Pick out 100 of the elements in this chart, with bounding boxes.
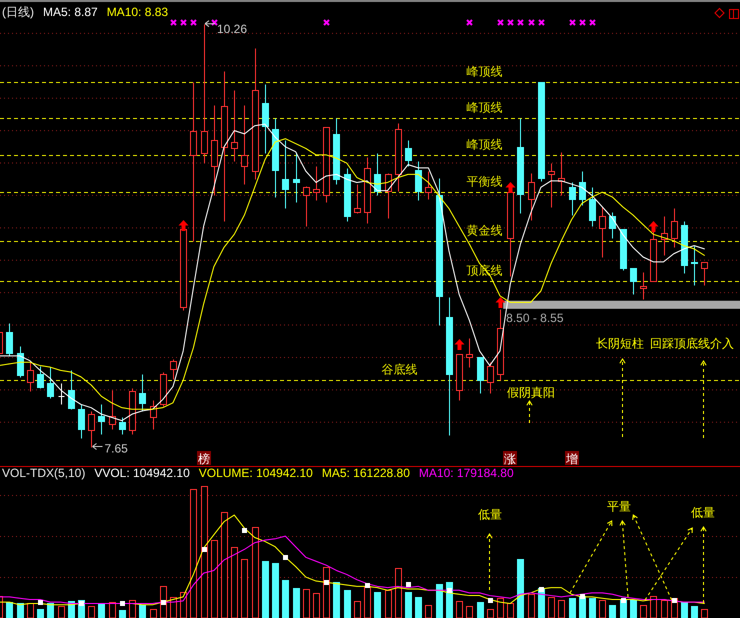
bar	[98, 603, 105, 618]
point	[242, 528, 247, 533]
candlestick	[364, 157, 371, 224]
point	[211, 19, 218, 26]
candlestick	[456, 354, 463, 401]
candlestick	[344, 168, 351, 222]
candlestick	[47, 367, 54, 399]
candlestick	[701, 262, 708, 286]
point	[488, 598, 493, 603]
candlestick	[160, 372, 167, 407]
text: MA5: 161228.80	[322, 466, 410, 480]
point	[454, 339, 464, 350]
candlestick	[681, 221, 688, 274]
point	[648, 221, 658, 232]
candlestick	[661, 216, 668, 256]
candlestick	[190, 82, 197, 242]
candlestick	[620, 229, 627, 271]
point	[507, 19, 514, 26]
bar	[6, 602, 13, 618]
point	[170, 19, 177, 26]
point	[202, 547, 207, 552]
point	[672, 598, 677, 603]
candlestick	[252, 48, 259, 180]
candlestick	[405, 140, 412, 167]
point	[406, 582, 411, 587]
candlestick	[528, 173, 535, 221]
candlestick	[303, 186, 310, 227]
candlestick	[119, 417, 126, 435]
candlestick	[313, 166, 320, 201]
annotation: 回踩顶底线介入	[650, 336, 734, 350]
candlestick	[415, 161, 422, 201]
annotation: 7.65	[104, 442, 128, 456]
candlestick	[293, 152, 300, 203]
bar	[37, 609, 44, 618]
annotation: 长阴短柱	[596, 336, 644, 350]
candlestick	[98, 404, 105, 435]
point	[466, 19, 473, 26]
bar	[272, 563, 279, 618]
bar	[436, 584, 443, 618]
candlestick	[538, 82, 545, 182]
candlestick	[201, 24, 208, 164]
point	[528, 19, 535, 26]
point	[365, 583, 370, 588]
candlestick	[139, 374, 146, 412]
ref-line-label: 峰顶线	[466, 100, 503, 114]
candlestick	[589, 187, 596, 227]
candlestick	[170, 359, 177, 380]
candlestick	[517, 118, 524, 214]
text: MA10: 179184.80	[418, 466, 514, 480]
text: VVOL: 104942.10	[94, 466, 190, 480]
bar	[415, 597, 422, 618]
ref-line-label: 平衡线	[466, 174, 503, 188]
candlestick	[282, 140, 289, 209]
point	[621, 598, 626, 603]
bar	[17, 603, 24, 618]
candlestick	[17, 346, 24, 378]
candlestick	[425, 171, 432, 200]
bar	[589, 598, 596, 618]
candlestick	[354, 184, 361, 214]
point	[79, 601, 84, 606]
candlestick	[609, 212, 616, 239]
bar	[282, 580, 289, 618]
bar	[344, 590, 351, 618]
chart-title: (日线)	[2, 5, 34, 19]
point	[324, 580, 329, 585]
annotation: 平量	[607, 500, 631, 514]
bar	[569, 598, 576, 618]
point	[538, 19, 545, 26]
bar	[119, 610, 126, 618]
bar	[333, 582, 340, 618]
bar	[477, 602, 484, 618]
candlestick	[671, 208, 678, 248]
candlestick	[129, 388, 136, 435]
point	[283, 555, 288, 560]
ref-line-label: 峰顶线	[466, 138, 503, 152]
candlestick	[569, 182, 576, 216]
bar	[517, 559, 524, 618]
candlestick	[88, 411, 95, 448]
point	[579, 19, 586, 26]
point	[517, 19, 524, 26]
candlestick	[272, 118, 279, 198]
bar	[293, 588, 300, 618]
band-label: 8.50 - 8.55	[506, 310, 564, 325]
bar	[691, 606, 698, 618]
candlestick	[599, 207, 606, 258]
candlestick	[333, 118, 340, 185]
ref-line-label: 谷底线	[382, 362, 418, 376]
candlestick	[262, 84, 269, 154]
annotation: VOLUME: 104942.10	[198, 466, 314, 480]
bar	[630, 600, 637, 618]
candlestick	[436, 178, 443, 326]
candlestick	[558, 152, 565, 196]
chart-title: VOL-TDX(5,10)	[2, 466, 86, 480]
point	[120, 601, 125, 606]
candlestick	[497, 309, 504, 381]
candlestick	[630, 268, 637, 295]
candlestick	[579, 171, 586, 206]
bar	[681, 602, 688, 618]
candlestick	[78, 404, 85, 439]
point	[38, 600, 43, 605]
